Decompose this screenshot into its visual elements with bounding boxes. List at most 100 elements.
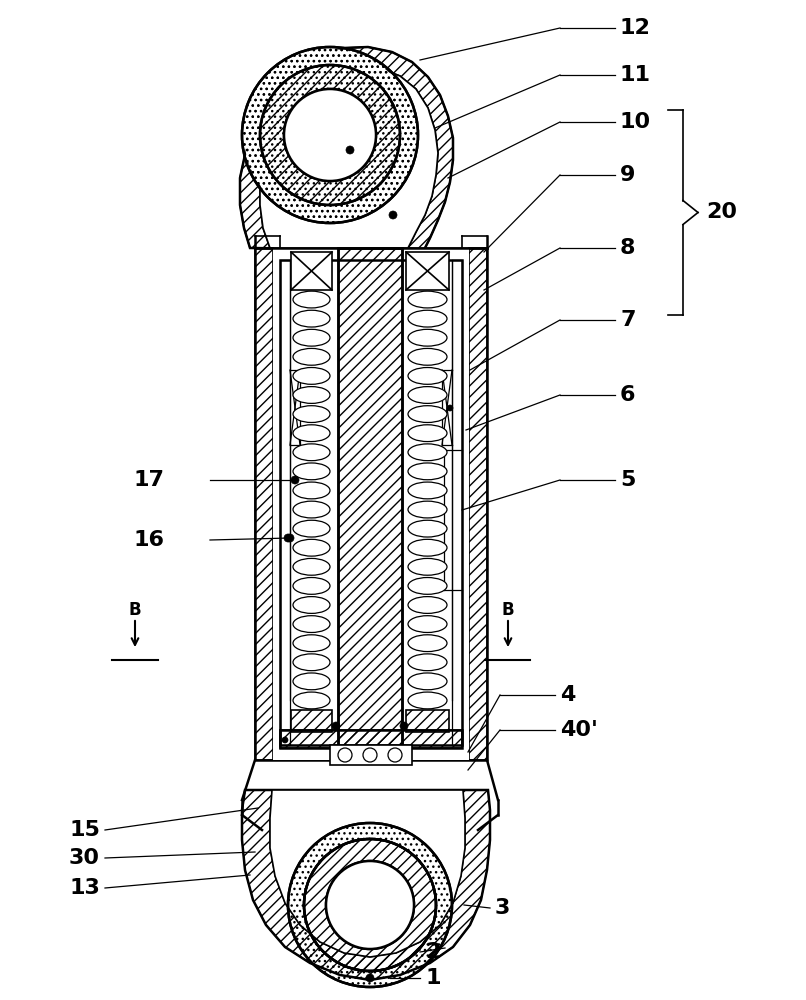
Bar xyxy=(452,260,462,745)
Text: 8: 8 xyxy=(620,238,635,258)
Ellipse shape xyxy=(293,425,330,442)
Bar xyxy=(280,260,462,745)
Ellipse shape xyxy=(293,482,330,499)
Ellipse shape xyxy=(408,673,447,690)
Ellipse shape xyxy=(293,578,330,594)
Text: 40': 40' xyxy=(560,720,598,740)
Ellipse shape xyxy=(408,597,447,613)
Bar xyxy=(255,248,487,760)
Ellipse shape xyxy=(408,520,447,537)
Text: 4: 4 xyxy=(560,685,575,705)
Ellipse shape xyxy=(408,654,447,671)
Ellipse shape xyxy=(408,444,447,461)
Ellipse shape xyxy=(293,387,330,403)
Text: 12: 12 xyxy=(620,18,651,38)
Polygon shape xyxy=(242,790,490,980)
Text: 16: 16 xyxy=(134,530,165,550)
Ellipse shape xyxy=(293,673,330,690)
Ellipse shape xyxy=(293,597,330,613)
Text: 6: 6 xyxy=(620,385,635,405)
Text: 2: 2 xyxy=(425,942,440,962)
Circle shape xyxy=(389,211,397,219)
Text: 11: 11 xyxy=(620,65,651,85)
Ellipse shape xyxy=(293,310,330,327)
Circle shape xyxy=(388,748,402,762)
Ellipse shape xyxy=(408,368,447,384)
Polygon shape xyxy=(270,790,465,957)
Circle shape xyxy=(363,748,377,762)
Text: 7: 7 xyxy=(620,310,635,330)
Text: 13: 13 xyxy=(69,878,100,898)
Text: 15: 15 xyxy=(69,820,100,840)
Circle shape xyxy=(244,49,416,221)
Ellipse shape xyxy=(293,444,330,461)
Bar xyxy=(338,248,402,760)
Ellipse shape xyxy=(293,348,330,365)
Ellipse shape xyxy=(293,501,330,518)
Ellipse shape xyxy=(293,635,330,652)
Bar xyxy=(273,248,469,760)
Circle shape xyxy=(282,737,288,743)
Ellipse shape xyxy=(293,406,330,422)
Polygon shape xyxy=(260,68,438,248)
Ellipse shape xyxy=(408,616,447,632)
Ellipse shape xyxy=(408,310,447,327)
Ellipse shape xyxy=(293,539,330,556)
Text: 1: 1 xyxy=(425,968,441,988)
Circle shape xyxy=(338,748,352,762)
Circle shape xyxy=(332,722,340,730)
Polygon shape xyxy=(240,47,453,250)
Bar xyxy=(291,252,332,290)
Ellipse shape xyxy=(408,348,447,365)
Bar xyxy=(280,730,462,748)
Ellipse shape xyxy=(293,616,330,632)
Text: 20: 20 xyxy=(706,202,737,223)
Ellipse shape xyxy=(408,463,447,480)
Circle shape xyxy=(284,89,376,181)
Ellipse shape xyxy=(293,329,330,346)
Circle shape xyxy=(346,146,354,154)
Ellipse shape xyxy=(293,558,330,575)
Bar xyxy=(469,248,487,760)
Circle shape xyxy=(400,722,408,730)
Text: 9: 9 xyxy=(620,165,635,185)
Circle shape xyxy=(366,974,374,982)
Bar xyxy=(291,710,332,732)
Bar xyxy=(280,730,462,748)
Ellipse shape xyxy=(408,482,447,499)
Ellipse shape xyxy=(293,291,330,308)
Bar xyxy=(338,248,402,760)
Ellipse shape xyxy=(408,501,447,518)
Circle shape xyxy=(286,534,294,542)
Ellipse shape xyxy=(408,558,447,575)
Text: 3: 3 xyxy=(495,898,510,918)
Ellipse shape xyxy=(293,463,330,480)
Bar xyxy=(255,248,273,760)
Circle shape xyxy=(291,476,299,484)
Text: B: B xyxy=(129,601,141,619)
Ellipse shape xyxy=(408,635,447,652)
Ellipse shape xyxy=(408,329,447,346)
Bar xyxy=(330,745,412,765)
Circle shape xyxy=(284,534,292,542)
Ellipse shape xyxy=(408,406,447,422)
Text: B: B xyxy=(501,601,514,619)
Ellipse shape xyxy=(408,291,447,308)
Circle shape xyxy=(447,405,453,411)
Ellipse shape xyxy=(408,692,447,709)
Text: 17: 17 xyxy=(134,470,165,490)
Bar xyxy=(406,710,449,732)
Circle shape xyxy=(326,861,414,949)
Bar xyxy=(406,252,449,290)
Ellipse shape xyxy=(408,425,447,442)
Ellipse shape xyxy=(293,368,330,384)
Text: 30: 30 xyxy=(69,848,100,868)
Ellipse shape xyxy=(293,654,330,671)
Text: 5: 5 xyxy=(620,470,635,490)
Bar xyxy=(280,260,290,745)
Ellipse shape xyxy=(408,578,447,594)
Ellipse shape xyxy=(408,387,447,403)
Text: 10: 10 xyxy=(620,112,651,132)
Ellipse shape xyxy=(408,539,447,556)
Ellipse shape xyxy=(293,520,330,537)
